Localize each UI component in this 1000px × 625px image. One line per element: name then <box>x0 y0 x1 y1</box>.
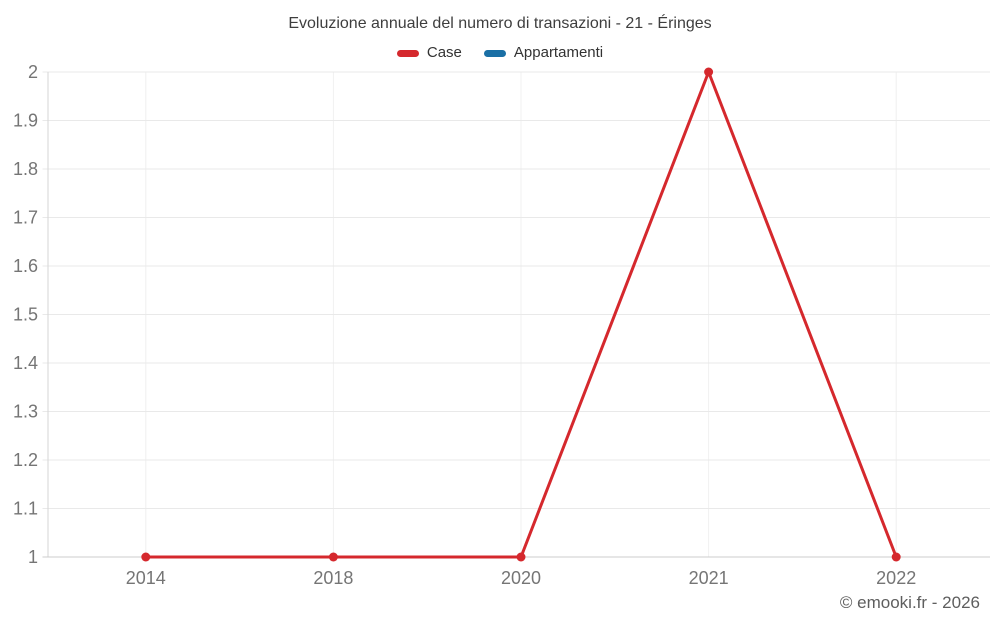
x-axis-tick-label: 2022 <box>876 568 916 588</box>
y-axis-tick-label: 1.1 <box>13 498 38 518</box>
legend-swatch-appartamenti-icon <box>483 49 506 57</box>
y-axis-tick-label: 1.2 <box>13 450 38 470</box>
chart-title: Evoluzione annuale del numero di transaz… <box>288 15 712 32</box>
y-axis-tick-label: 1.3 <box>13 401 38 421</box>
footer-credit: © emooki.fr - 2026 <box>839 593 980 612</box>
y-axis-tick-label: 1.7 <box>13 207 38 227</box>
data-point-case[interactable] <box>891 552 901 562</box>
x-axis-tick-label: 2018 <box>313 568 353 588</box>
y-axis-tick-label: 1.8 <box>13 159 38 179</box>
data-point-case[interactable] <box>516 552 526 562</box>
data-point-case[interactable] <box>328 552 338 562</box>
y-axis-tick-label: 1 <box>28 547 38 567</box>
x-axis-tick-label: 2014 <box>126 568 166 588</box>
data-point-case[interactable] <box>704 67 714 77</box>
y-axis-tick-label: 2 <box>28 62 38 82</box>
legend-item-appartamenti[interactable]: Appartamenti <box>483 44 604 62</box>
legend-item-case[interactable]: Case <box>396 44 462 62</box>
legend-swatch-case-icon <box>396 49 419 57</box>
y-axis-tick-label: 1.5 <box>13 304 38 324</box>
y-axis-tick-label: 1.6 <box>13 256 38 276</box>
data-point-case[interactable] <box>141 552 151 562</box>
x-axis-tick-label: 2021 <box>689 568 729 588</box>
y-axis-tick-label: 1.4 <box>13 353 38 373</box>
x-axis-tick-label: 2020 <box>501 568 541 588</box>
chart-legend: Case Appartamenti <box>0 44 1000 62</box>
y-axis-tick-label: 1.9 <box>13 110 38 130</box>
legend-label-appartamenti: Appartamenti <box>513 44 604 61</box>
legend-label-case: Case <box>426 44 462 61</box>
